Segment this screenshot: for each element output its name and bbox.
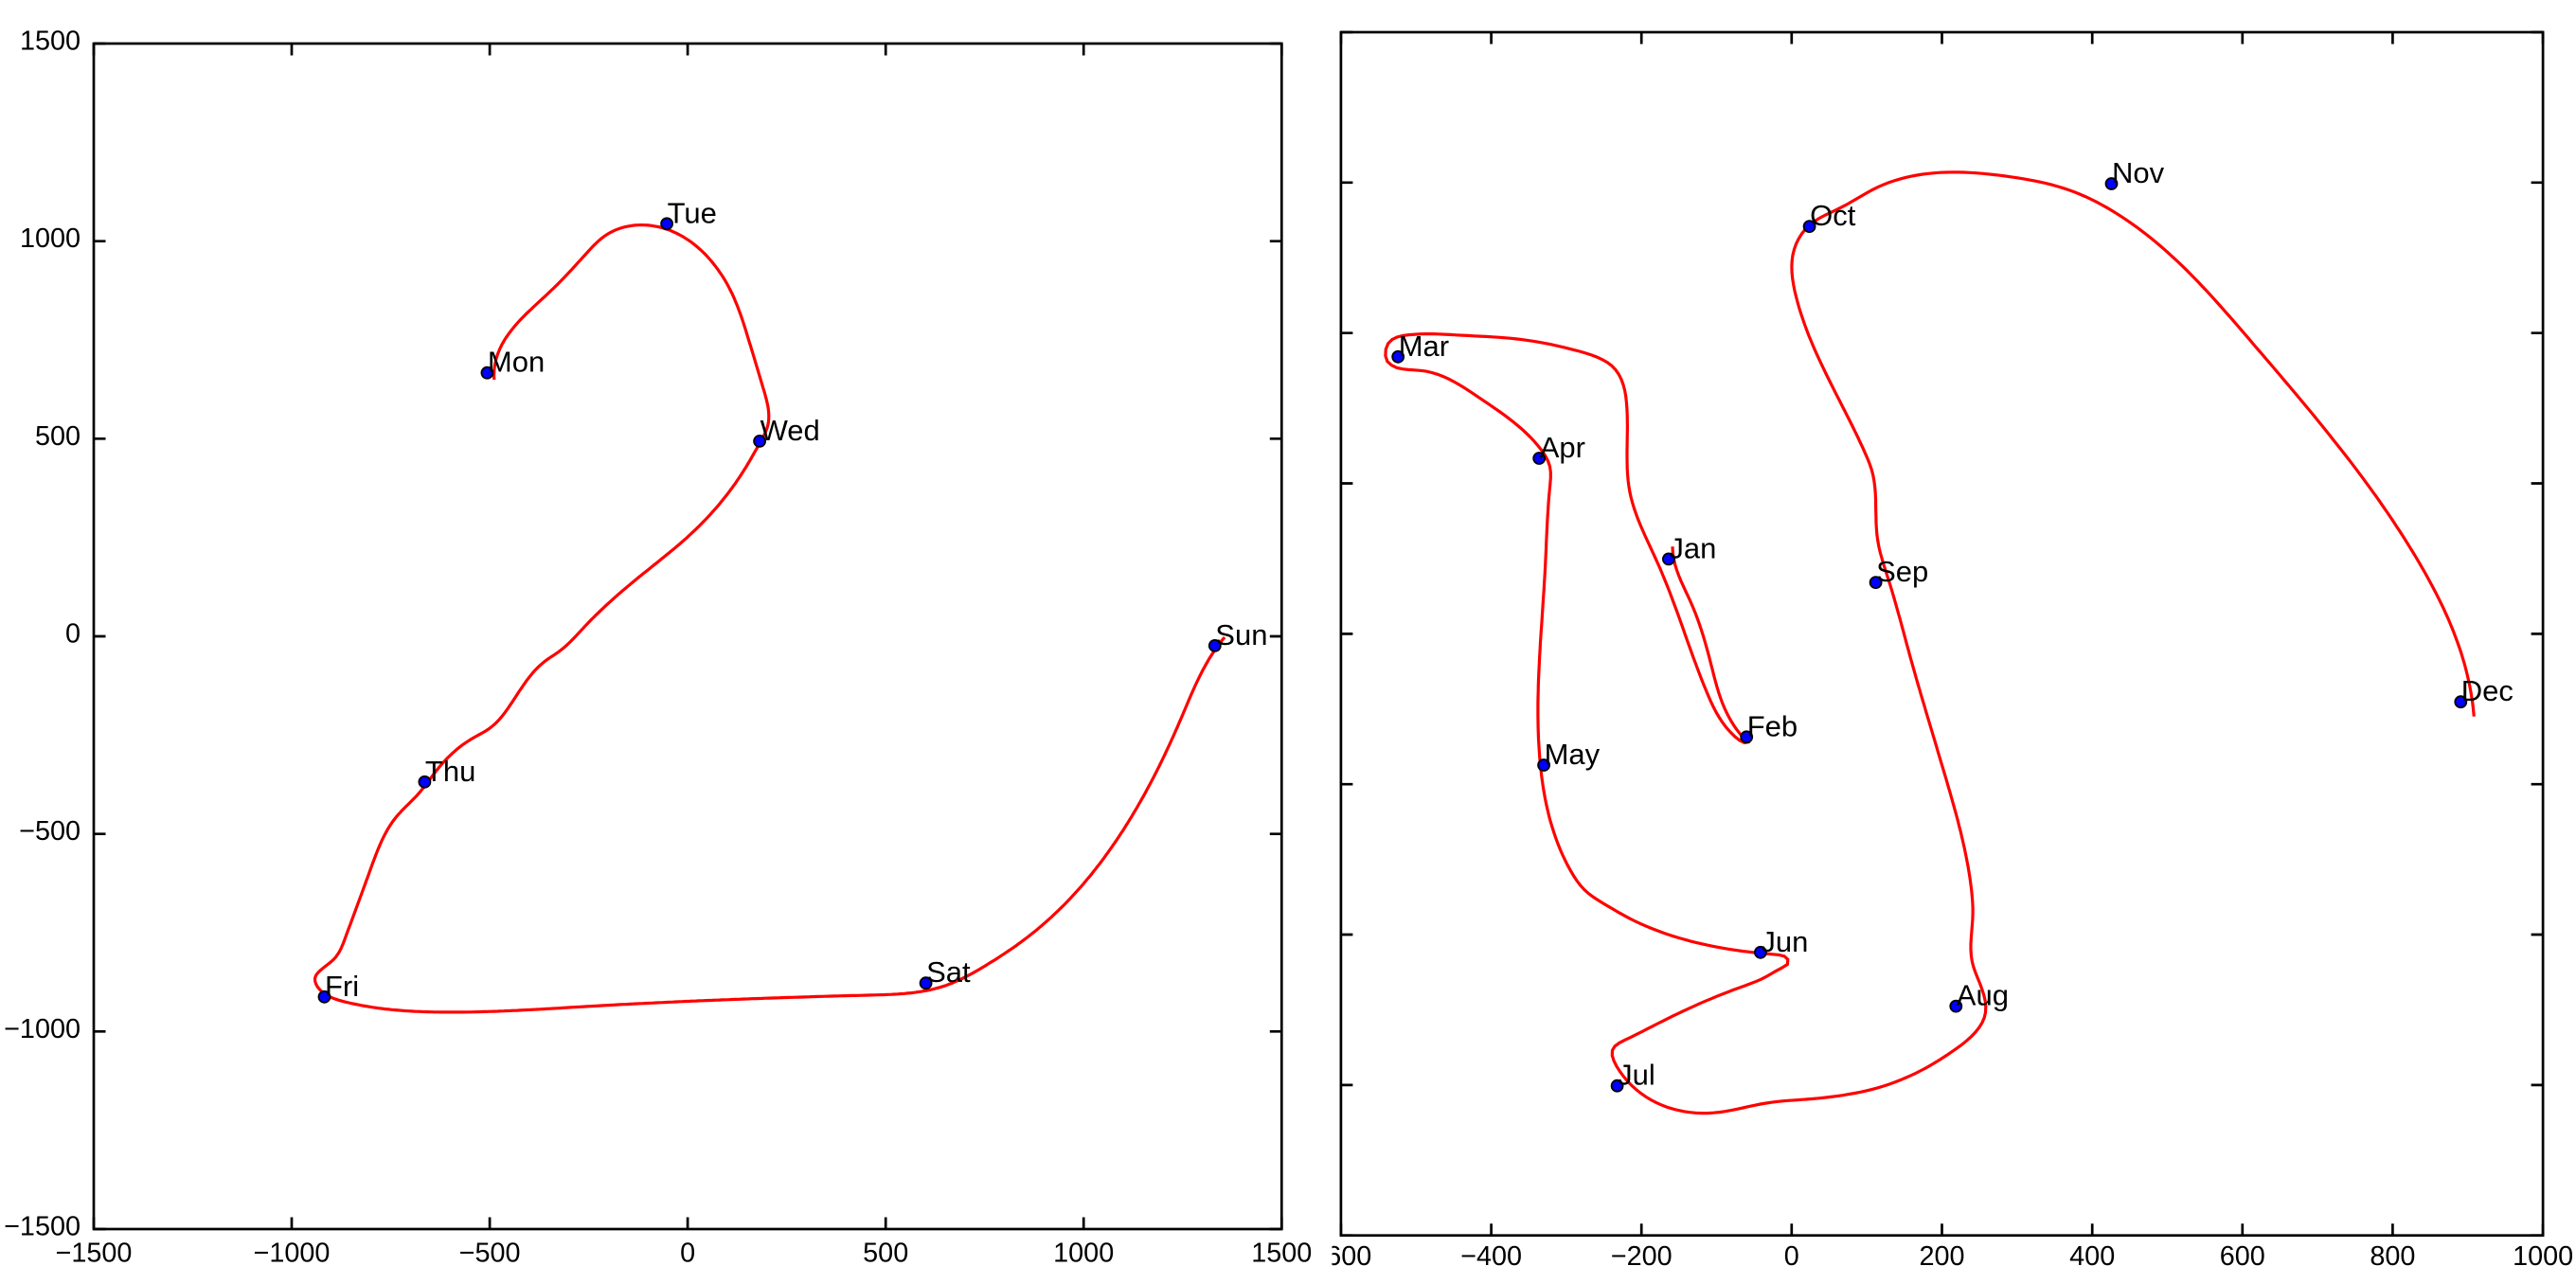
svg-text:May: May [1545,738,1601,771]
svg-text:Aug: Aug [1957,979,2009,1012]
svg-text:0: 0 [680,1239,695,1269]
svg-text:Apr: Apr [1540,431,1585,464]
svg-text:Sun: Sun [1215,618,1267,651]
svg-text:Mon: Mon [488,346,545,379]
svg-text:0: 0 [65,619,80,650]
svg-text:−200: −200 [1611,1241,1673,1272]
svg-text:Nov: Nov [2112,156,2165,189]
svg-text:−1000: −1000 [4,1014,80,1044]
svg-text:Dec: Dec [2461,674,2513,707]
svg-text:Jun: Jun [1761,925,1808,958]
svg-text:200: 200 [1919,1241,1964,1272]
svg-text:−600: −600 [1310,1241,1371,1272]
svg-text:0: 0 [1784,1241,1799,1272]
svg-text:1000: 1000 [20,223,80,254]
svg-text:400: 400 [2069,1241,2115,1272]
svg-text:Mar: Mar [1399,330,1449,363]
svg-text:600: 600 [2220,1241,2265,1272]
svg-text:Fri: Fri [325,970,359,1003]
svg-text:Sat: Sat [926,955,971,989]
svg-text:500: 500 [863,1239,908,1269]
svg-text:−500: −500 [459,1239,521,1269]
svg-text:−1500: −1500 [4,1212,80,1242]
svg-text:−1000: −1000 [254,1239,331,1269]
svg-text:Feb: Feb [1747,709,1798,742]
svg-text:Jul: Jul [1618,1059,1655,1092]
svg-text:Sep: Sep [1876,555,1928,588]
svg-text:1500: 1500 [1251,1239,1312,1269]
svg-text:Tue: Tue [668,196,717,229]
svg-text:Wed: Wed [760,414,820,447]
svg-text:500: 500 [35,421,80,452]
svg-text:1000: 1000 [2513,1241,2573,1272]
svg-text:Oct: Oct [1810,199,1856,232]
svg-text:−400: −400 [1460,1241,1522,1272]
svg-text:800: 800 [2370,1241,2415,1272]
svg-text:Jan: Jan [1669,531,1716,564]
svg-text:−500: −500 [19,816,80,847]
svg-text:1500: 1500 [20,27,80,57]
svg-text:Thu: Thu [425,755,475,788]
svg-text:1000: 1000 [1053,1239,1114,1269]
svg-text:−1500: −1500 [56,1239,133,1269]
